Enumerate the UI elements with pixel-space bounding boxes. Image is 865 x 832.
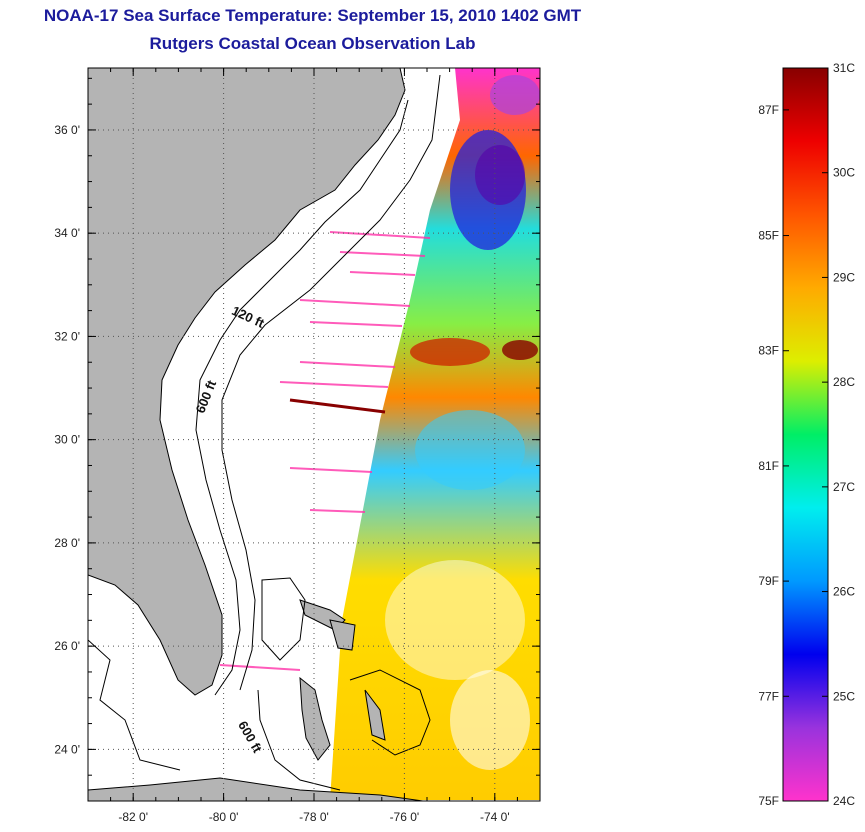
contour-gulf xyxy=(88,639,181,771)
lon-tick-label: -74 0' xyxy=(480,810,510,824)
us-land xyxy=(88,68,406,696)
lat-tick-label: 30 0' xyxy=(54,433,80,447)
andros-island xyxy=(299,676,331,761)
celsius-label: 29C xyxy=(833,270,855,284)
celsius-label: 27C xyxy=(833,480,855,494)
colorbar xyxy=(782,67,829,802)
lat-lon-grid xyxy=(88,68,540,801)
axis-ticks: 24 0' 26 0' 28 0' 30 0' 32 0' 34 0' 36 0' -82 0… xyxy=(54,68,540,824)
celsius-label: 30C xyxy=(833,166,855,180)
cloud-cover-south xyxy=(450,670,530,770)
fahrenheit-label: 87F xyxy=(758,103,779,117)
fahrenheit-label: 79F xyxy=(758,574,779,588)
warm-core xyxy=(502,340,538,360)
lon-tick-label: -78 0' xyxy=(299,810,329,824)
celsius-label: 25C xyxy=(833,689,855,703)
cold-core xyxy=(475,145,525,205)
contour-bahamas xyxy=(257,577,431,791)
celsius-label: 28C xyxy=(833,375,855,389)
lat-tick-label: 36 0' xyxy=(54,123,80,137)
lon-tick-label: -76 0' xyxy=(390,810,420,824)
celsius-label: 24C xyxy=(833,794,855,808)
lat-tick-label: 34 0' xyxy=(54,226,80,240)
fahrenheit-label: 81F xyxy=(758,459,779,473)
cool-patch xyxy=(415,410,525,490)
colorbar-labels: 24C 25C 26C 27C 28C 29C 30C 31C 75F 77F 79F 81F 83F 8… xyxy=(758,61,855,808)
celsius-label: 26C xyxy=(833,585,855,599)
warm-streak xyxy=(289,398,386,414)
celsius-label: 31C xyxy=(833,61,855,75)
north-cold-patch xyxy=(490,75,540,115)
lat-tick-label: 32 0' xyxy=(54,329,80,343)
contour-120ft xyxy=(195,99,409,696)
lat-tick-label: 26 0' xyxy=(54,639,80,653)
lon-tick-label: -80 0' xyxy=(209,810,239,824)
fahrenheit-label: 75F xyxy=(758,794,779,808)
fahrenheit-label: 83F xyxy=(758,344,779,358)
lat-tick-label: 28 0' xyxy=(54,536,80,550)
warm-filament xyxy=(410,338,490,366)
eleuthera-island xyxy=(364,689,386,741)
fahrenheit-label: 77F xyxy=(758,689,779,703)
map-title: NOAA-17 Sea Surface Temperature: Septemb… xyxy=(43,6,582,25)
map-subtitle: Rutgers Coastal Ocean Observation Lab xyxy=(149,34,476,53)
cuba-land xyxy=(88,777,427,801)
lat-tick-label: 24 0' xyxy=(54,742,80,756)
contour-600ft xyxy=(221,74,441,691)
lon-tick-label: -82 0' xyxy=(118,810,148,824)
fahrenheit-label: 85F xyxy=(758,229,779,243)
cloud-cover xyxy=(385,560,525,680)
abaco-island xyxy=(329,619,356,651)
scan-streaks xyxy=(219,231,431,671)
